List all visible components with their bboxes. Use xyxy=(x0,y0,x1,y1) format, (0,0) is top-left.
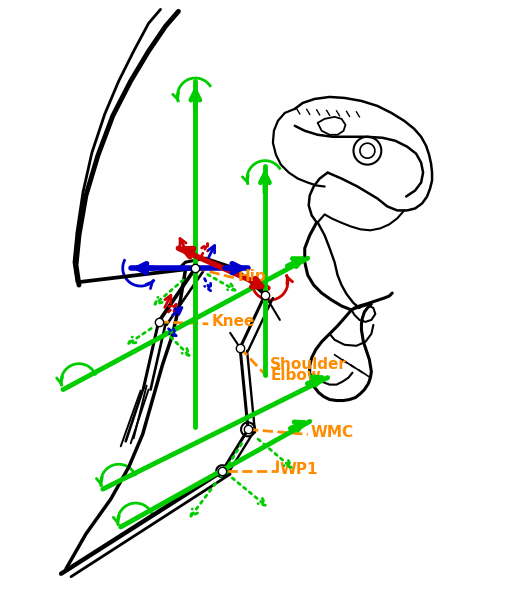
Text: WMC: WMC xyxy=(310,425,354,440)
Text: Elbow: Elbow xyxy=(271,368,322,383)
Text: WP1: WP1 xyxy=(280,462,318,477)
Text: Hip: Hip xyxy=(238,269,267,284)
Text: Knee: Knee xyxy=(211,314,254,329)
Text: Shoulder: Shoulder xyxy=(270,357,347,372)
